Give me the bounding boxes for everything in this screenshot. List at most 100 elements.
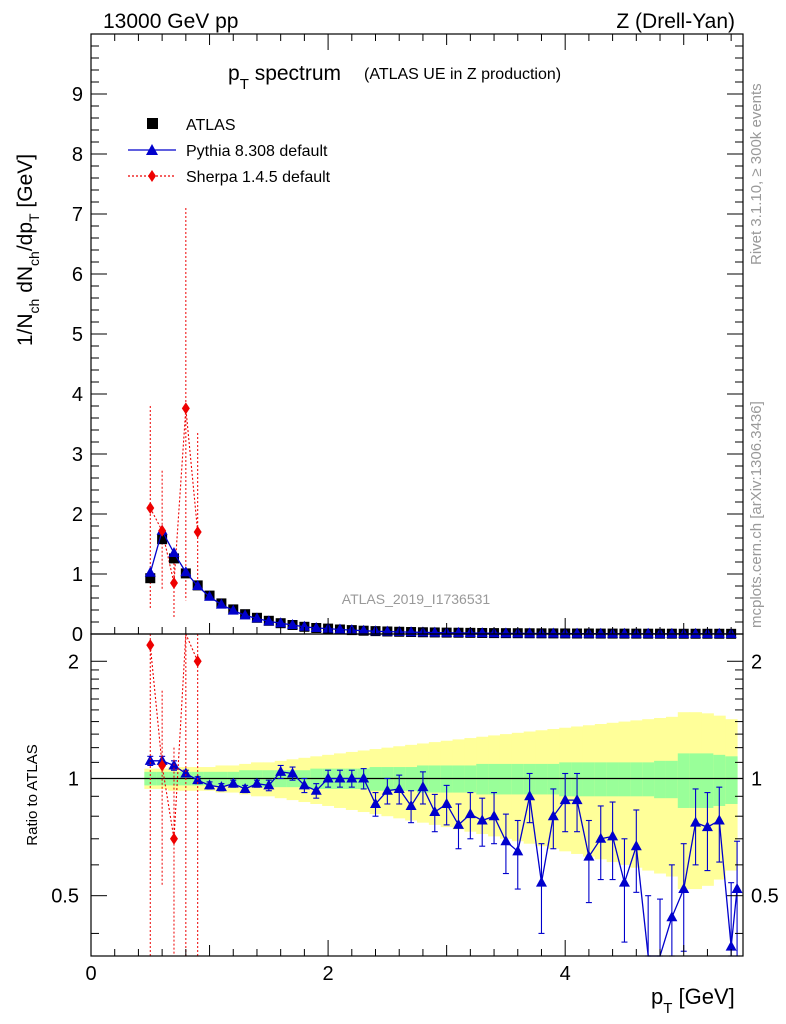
pythia-point xyxy=(547,627,559,638)
main-ytick-label: 0 xyxy=(72,624,83,646)
pythia-ratio-point xyxy=(607,830,619,841)
ylabel-part2: dN xyxy=(14,266,37,299)
main-ytick-label: 3 xyxy=(72,444,83,466)
pythia-point xyxy=(618,627,630,638)
pythia-point xyxy=(524,627,536,638)
pythia-ratio-point xyxy=(180,767,192,778)
ratio-band-group xyxy=(144,712,738,890)
pythia-ratio-point xyxy=(215,781,227,792)
ratio-band-inner xyxy=(618,762,631,797)
ratio-band-inner xyxy=(630,762,643,797)
pythia-ratio-point xyxy=(334,772,346,783)
ratio-band-inner xyxy=(701,753,714,808)
main-ytick-label: 5 xyxy=(72,324,83,346)
pythia-ratio-point xyxy=(701,821,713,832)
pythia-ratio-point xyxy=(405,799,417,810)
ratio-ytick-label-right: 2 xyxy=(751,651,762,673)
ratio-ylabel-text: Ratio to ATLAS xyxy=(24,744,41,845)
pythia-ratio-point xyxy=(263,779,275,790)
pythia-ratio-point xyxy=(512,845,524,856)
pythia-ratio-point xyxy=(358,772,370,783)
pythia-ratio-point xyxy=(298,779,310,790)
ratio-ytick-label: 0.5 xyxy=(51,886,79,908)
pythia-point xyxy=(310,622,322,632)
title-p-subscript: T xyxy=(240,76,249,93)
sherpa-ratio-point xyxy=(158,759,167,772)
pythia-ratio-point xyxy=(571,794,583,805)
pythia-point xyxy=(251,612,263,623)
pythia-ratio-point xyxy=(731,883,743,894)
pythia-ratio-point xyxy=(251,777,263,788)
pythia-point xyxy=(500,627,512,638)
pythia-point xyxy=(690,627,702,638)
pythia-ratio-point xyxy=(346,772,358,783)
pythia-point xyxy=(713,627,725,638)
pythia-ratio-point xyxy=(452,818,464,829)
plot-title-qualifier: (ATLAS UE in Z production) xyxy=(364,66,561,83)
sherpa-point xyxy=(169,577,178,589)
sherpa-ratio-point xyxy=(146,639,155,652)
svg-text:1/Nch dNch/dpT [GeV]: 1/Nch dNch/dpT [GeV] xyxy=(14,154,42,346)
ratio-ytick-label: 1 xyxy=(68,768,79,790)
pythia-ratio-point xyxy=(559,794,571,805)
atlas-data-point xyxy=(145,573,156,584)
pythia-ratio-point xyxy=(666,911,678,922)
pythia-point xyxy=(334,623,346,634)
main-ytick-label: 1 xyxy=(72,564,83,586)
pythia-point xyxy=(571,627,583,638)
ylabel-sub3: T xyxy=(26,213,42,222)
pythia-point xyxy=(642,627,654,638)
axes-group: 0 1 2 3 4 5 6 7 8 9 0 2 4 0.5 0.5 1 1 2 2 xyxy=(51,33,779,985)
main-ytick-label: 7 xyxy=(72,204,83,226)
pythia-line xyxy=(149,529,732,635)
pythia-ratio-point xyxy=(381,784,393,795)
pythia-ratio-point xyxy=(583,850,595,861)
ratio-band-inner xyxy=(476,763,489,795)
legend-atlas-label: ATLAS xyxy=(186,117,236,134)
legend-sherpa-label: Sherpa 1.4.5 default xyxy=(186,169,331,186)
main-ylabel: 1/Nch dNch/dpT [GeV] xyxy=(14,154,42,346)
sherpa-ratio-point xyxy=(193,655,202,668)
pythia-point xyxy=(381,625,393,636)
pythia-ratio-point xyxy=(370,797,382,808)
ratio-band-inner xyxy=(665,760,679,799)
header-energy: 13000 GeV pp xyxy=(103,10,238,33)
pythia-ratio-point xyxy=(524,790,536,801)
main-ytick-label: 4 xyxy=(72,384,83,406)
atlas-data-point xyxy=(157,534,168,545)
legend-pythia-label: Pythia 8.308 default xyxy=(186,143,328,160)
pythia-point xyxy=(239,609,251,620)
pythia-ratio-point xyxy=(535,876,547,887)
sherpa-line xyxy=(149,408,199,584)
pythia-point xyxy=(595,627,607,638)
ratio-band-inner xyxy=(594,762,608,797)
main-ytick-label: 8 xyxy=(72,144,83,166)
pythia-ratio-point xyxy=(393,782,405,793)
pythia-ratio-point xyxy=(488,810,500,821)
ratio-band-inner xyxy=(725,756,738,804)
ratio-ylabel: Ratio to ATLAS xyxy=(24,744,41,845)
legend-pythia-marker xyxy=(146,144,158,155)
ratio-xtick-label: 4 xyxy=(560,963,571,985)
ratio-band-inner xyxy=(606,762,620,797)
pythia-ratio-point xyxy=(275,765,287,776)
sherpa-ratio-point xyxy=(169,832,178,845)
pythia-ratio-point xyxy=(547,810,559,821)
sherpa-point xyxy=(193,526,202,538)
pythia-ratio-point xyxy=(322,772,334,783)
main-ytick-label: 9 xyxy=(72,84,83,106)
header-process: Z (Drell-Yan) xyxy=(616,10,735,33)
pythia-ratio-point xyxy=(441,797,453,808)
pythia-ratio-point xyxy=(204,779,216,790)
main-ytick-label: 2 xyxy=(72,504,83,526)
pythia-ratio-point xyxy=(476,814,488,825)
legend-atlas-marker xyxy=(147,118,158,129)
pythia-ratio-point xyxy=(678,883,690,894)
ylabel-sub2: ch xyxy=(26,251,42,266)
pythia-ratio-point xyxy=(239,782,251,793)
ratio-band-inner xyxy=(511,763,525,795)
pythia-point xyxy=(204,590,216,601)
ylabel-part3: /dp xyxy=(14,222,37,251)
pythia-point xyxy=(263,615,275,626)
